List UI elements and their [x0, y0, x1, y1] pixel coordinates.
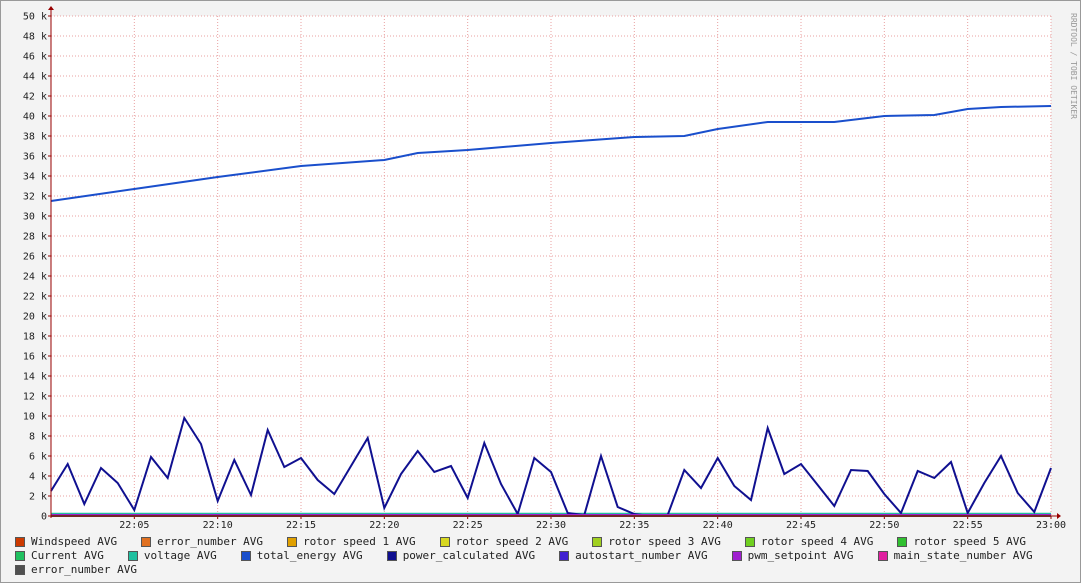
legend-item: rotor speed 2 AVG [439, 535, 569, 548]
legend-label: Windspeed AVG [31, 535, 118, 548]
legend-label: power_calculated AVG [402, 549, 536, 562]
axis-arrow [48, 6, 54, 10]
legend-swatch [141, 536, 152, 547]
legend-swatch [386, 550, 397, 561]
legend-label: Current AVG [31, 549, 104, 562]
y-tick-label: 32 k [23, 192, 47, 203]
x-tick-label: 22:35 [619, 520, 649, 531]
x-tick-label: 22:15 [286, 520, 316, 531]
legend-item: Windspeed AVG [15, 535, 117, 548]
y-tick-label: 30 k [23, 212, 47, 223]
legend-item: error_number AVG [15, 563, 137, 576]
x-tick-label: 22:25 [453, 520, 483, 531]
y-tick-label: 6 k [29, 452, 47, 463]
y-tick-label: 28 k [23, 232, 47, 243]
legend-swatch [559, 550, 570, 561]
y-tick-label: 10 k [23, 412, 47, 423]
y-tick-label: 40 k [23, 112, 47, 123]
legend-item: Current AVG [15, 549, 104, 562]
x-tick-label: 22:50 [869, 520, 899, 531]
series-line [50, 415, 1052, 518]
legend-item: rotor speed 4 AVG [744, 535, 874, 548]
legend-item: pwm_setpoint AVG [731, 549, 854, 562]
legend-label: error_number AVG [157, 535, 264, 548]
legend-item: rotor speed 3 AVG [592, 535, 721, 548]
legend-item: error_number AVG [141, 535, 263, 548]
legend-swatch [15, 564, 25, 575]
legend-swatch [439, 536, 450, 547]
y-tick-label: 22 k [23, 292, 47, 303]
legend-label: pwm_setpoint AVG [747, 549, 854, 562]
y-tick-label: 48 k [23, 32, 47, 43]
legend-item: main_state_number AVG [877, 549, 1033, 562]
legend-label: rotor speed 1 AVG [303, 535, 416, 548]
axis-arrow [1057, 513, 1061, 519]
legend-label: rotor speed 5 AVG [913, 535, 1027, 548]
legend-label: total_energy AVG [256, 549, 363, 562]
series-line [50, 105, 1052, 202]
legend-swatch [127, 550, 138, 561]
y-tick-label: 12 k [23, 392, 47, 403]
y-tick-label: 16 k [23, 352, 47, 363]
x-tick-label: 22:30 [536, 520, 566, 531]
y-tick-label: 20 k [23, 312, 47, 323]
y-tick-label: 36 k [23, 152, 47, 163]
x-tick-label: 22:10 [203, 520, 233, 531]
y-tick-label: 50 k [23, 12, 47, 23]
legend-label: rotor speed 4 AVG [760, 535, 874, 548]
y-tick-label: 38 k [23, 132, 47, 143]
legend-label: error_number AVG [31, 563, 137, 576]
legend-swatch [731, 550, 742, 561]
legend-item: total_energy AVG [240, 549, 363, 562]
legend-label: main_state_number AVG [893, 549, 1033, 562]
legend-item: voltage AVG [127, 549, 217, 562]
x-tick-label: 22:05 [119, 520, 149, 531]
legend-item: rotor speed 5 AVG [897, 535, 1026, 548]
y-tick-label: 0 [41, 512, 47, 523]
legend-item: rotor speed 1 AVG [287, 535, 416, 548]
legend-swatch [287, 536, 298, 547]
legend-swatch [744, 536, 755, 547]
y-tick-label: 24 k [23, 272, 47, 283]
legend-swatch [15, 550, 25, 561]
legend: Windspeed AVG error_number AVG rotor speed… [15, 535, 1075, 576]
legend-label: rotor speed 2 AVG [455, 535, 569, 548]
y-tick-label: 26 k [23, 252, 47, 263]
legend-swatch [592, 536, 603, 547]
y-tick-label: 14 k [23, 372, 47, 383]
x-tick-label: 22:40 [703, 520, 733, 531]
y-tick-label: 34 k [23, 172, 47, 183]
y-tick-label: 46 k [23, 52, 47, 63]
watermark: RRDTOOL / TOBI OETIKER [1069, 13, 1078, 119]
legend-item: power_calculated AVG [386, 549, 536, 562]
legend-item: autostart_number AVG [559, 549, 708, 562]
x-tick-label: 22:20 [369, 520, 399, 531]
x-tick-label: 23:00 [1036, 520, 1066, 531]
y-tick-label: 44 k [23, 72, 47, 83]
y-tick-label: 18 k [23, 332, 47, 343]
x-tick-label: 22:55 [953, 520, 983, 531]
legend-label: autostart_number AVG [575, 549, 708, 562]
legend-label: rotor speed 3 AVG [608, 535, 721, 548]
x-tick-label: 22:45 [786, 520, 816, 531]
y-tick-label: 8 k [29, 432, 47, 443]
legend-swatch [877, 550, 888, 561]
y-tick-label: 4 k [29, 472, 47, 483]
y-tick-label: 2 k [29, 492, 47, 503]
legend-swatch [15, 536, 25, 547]
legend-swatch [240, 550, 251, 561]
legend-label: voltage AVG [143, 549, 217, 562]
legend-swatch [897, 536, 908, 547]
y-tick-label: 42 k [23, 92, 47, 103]
